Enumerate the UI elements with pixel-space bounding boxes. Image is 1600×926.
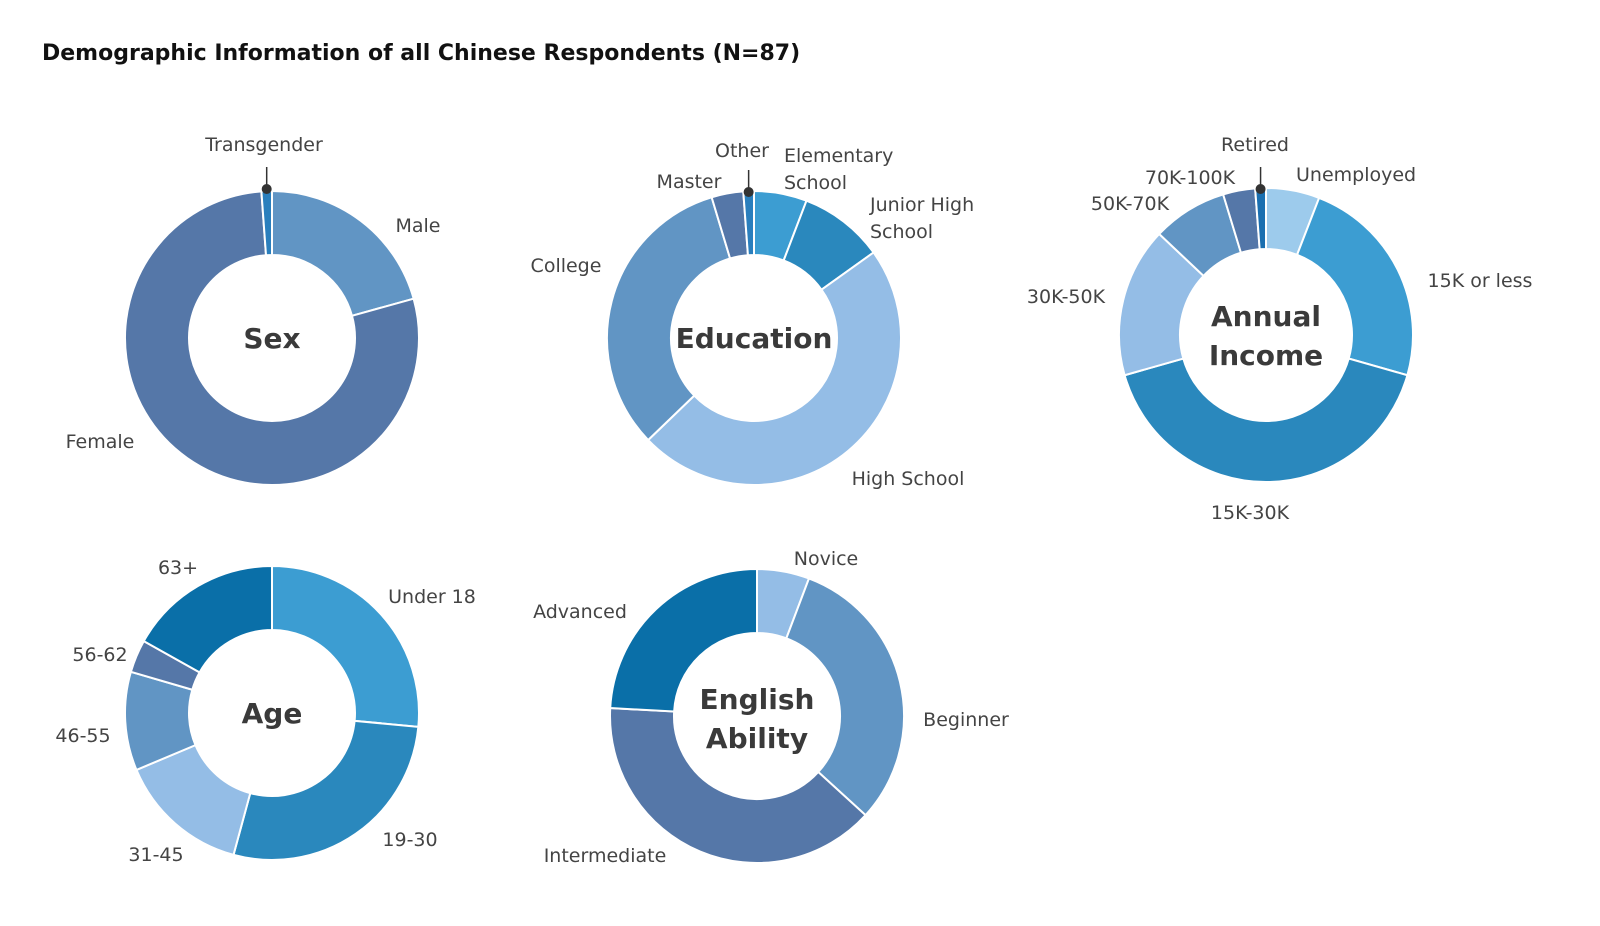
donut-chart-5: Novice Beginner Intermediate Advanced Englis…	[533, 548, 1009, 867]
slice-label-19-30: 19-30	[382, 829, 437, 851]
slice-label-master: Master	[657, 171, 722, 193]
slice-label-63-plus: 63+	[158, 557, 198, 579]
slice-label-30k-50k: 30K-50K	[1027, 286, 1106, 308]
leader-dot-retired	[1255, 184, 1266, 194]
slice-15k-or-less[interactable]	[1295, 196, 1414, 377]
slice-label-college: College	[531, 255, 602, 277]
slice-male[interactable]	[271, 189, 415, 318]
slice-label-15k-30k: 15K-30K	[1211, 502, 1290, 524]
donut-chart-1: Male Female Transgender Sex	[66, 134, 441, 486]
slice-label-beginner: Beginner	[923, 709, 1009, 731]
slice-label-transgender: Transgender	[204, 134, 323, 156]
slice-under-18[interactable]	[271, 564, 420, 728]
slice-female[interactable]	[124, 190, 420, 486]
slice-label-50k-70k: 50K-70K	[1091, 193, 1170, 215]
slice-label-under-18: Under 18	[388, 586, 476, 608]
slice-label-high-school: High School	[852, 468, 965, 490]
center-label-5-1: English	[700, 683, 815, 716]
slice-label-31-45: 31-45	[128, 844, 183, 866]
slice-beginner[interactable]	[785, 577, 905, 817]
center-label-4: Age	[242, 697, 303, 730]
page-title: Demographic Information of all Chinese R…	[42, 41, 801, 66]
slice-label-15k-or-less: 15K or less	[1428, 270, 1533, 292]
slice-label-male: Male	[395, 215, 440, 237]
slice-label-intermediate: Intermediate	[544, 845, 667, 867]
slice-label-retired: Retired	[1221, 134, 1289, 156]
donut-chart-4: Under 18 19-30 31-45 46-55 56-62 63+ Age	[55, 557, 475, 866]
slice-19-30[interactable]	[232, 719, 420, 861]
slice-15k-30k[interactable]	[1123, 357, 1409, 484]
center-label-1: Sex	[243, 322, 300, 355]
slice-label-novice: Novice	[794, 548, 859, 570]
slice-label-female: Female	[66, 431, 135, 453]
donut-chart-3: Unemployed 15K or less 15K-30K 30K-50K 50K-7…	[1027, 134, 1533, 524]
center-label-3-1: Annual	[1211, 300, 1321, 333]
slice-label-junior-high-school: Junior High School	[869, 194, 974, 243]
slice-label-unemployed: Unemployed	[1296, 164, 1416, 186]
slice-label-46-55: 46-55	[55, 725, 110, 747]
slice-label-elementary-school: Elementary School	[784, 145, 893, 194]
leader-dot-other	[743, 187, 754, 197]
center-label-2: Education	[676, 322, 833, 355]
slice-label-56-62: 56-62	[72, 644, 127, 666]
slice-advanced[interactable]	[609, 567, 758, 713]
slice-label-70k-100k: 70K-100K	[1145, 167, 1236, 189]
slice-63-plus[interactable]	[142, 564, 273, 674]
slice-intermediate[interactable]	[609, 706, 867, 864]
slice-high-school[interactable]	[646, 251, 902, 486]
slice-label-advanced: Advanced	[533, 601, 627, 623]
slice-college[interactable]	[606, 195, 732, 442]
center-label-3-2: Income	[1209, 339, 1323, 372]
leader-dot-transgender	[261, 184, 272, 194]
center-label-5-2: Ability	[706, 722, 808, 755]
slice-label-other: Other	[715, 140, 769, 162]
